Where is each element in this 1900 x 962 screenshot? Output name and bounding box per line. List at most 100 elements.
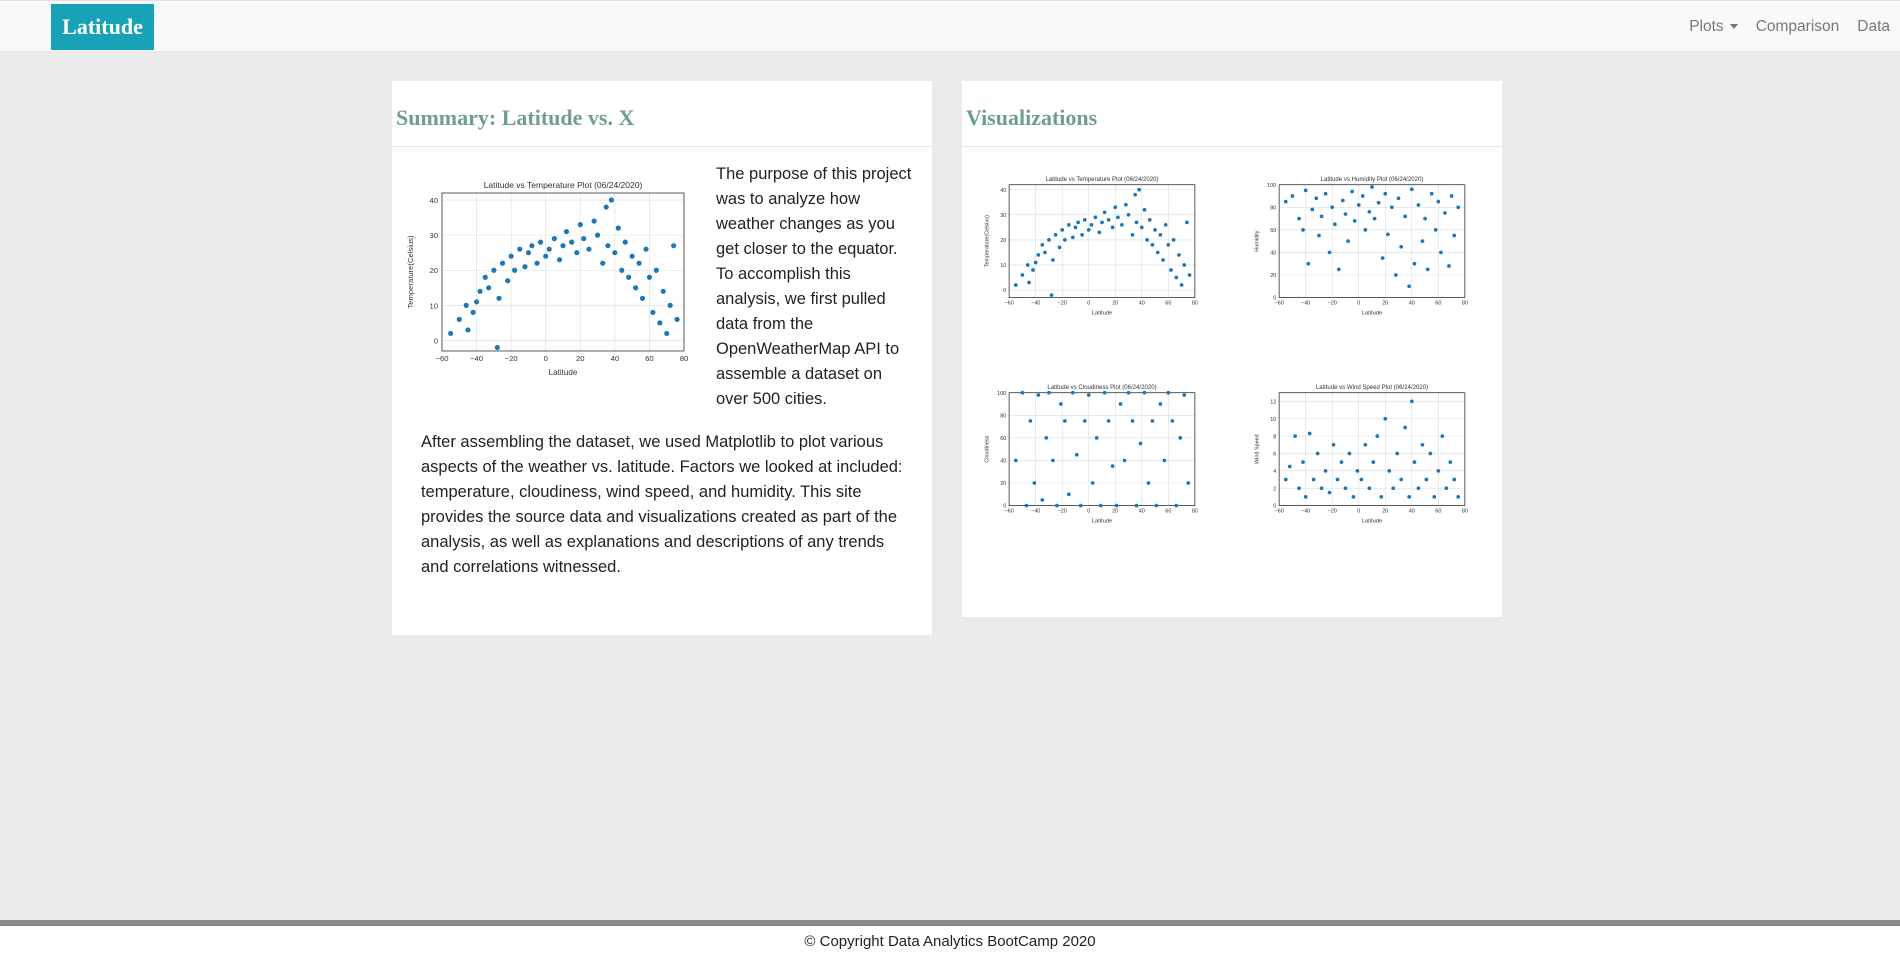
x-tick-label: 20 <box>576 354 585 363</box>
x-tick-label: 0 <box>1357 301 1360 307</box>
data-point <box>1142 390 1147 395</box>
navbar: Latitude Plots Comparison Data <box>0 0 1900 51</box>
data-point <box>522 264 528 270</box>
y-tick-label: 0 <box>434 336 438 345</box>
data-point <box>1311 477 1316 482</box>
data-point <box>1420 239 1425 243</box>
x-tick-label: −20 <box>1328 301 1337 307</box>
data-point <box>664 330 670 337</box>
data-point <box>1399 244 1404 249</box>
data-point <box>1327 490 1332 495</box>
data-point <box>1306 261 1311 266</box>
data-point <box>1142 207 1147 212</box>
plot-frame <box>1008 392 1196 506</box>
x-tick-label: −60 <box>1275 509 1284 515</box>
data-point <box>1409 187 1414 192</box>
y-tick-label: 40 <box>1270 251 1276 257</box>
data-point <box>1047 238 1051 242</box>
chart-title: Latitude vs Temperature Plot (06/24/2020… <box>1045 177 1158 183</box>
data-point <box>1399 477 1404 482</box>
data-point <box>1155 250 1160 255</box>
cloudiness-thumbnail[interactable]: Latitude vs Cloudiness Plot (06/24/2020)… <box>982 377 1202 527</box>
data-point <box>1158 402 1163 406</box>
data-point <box>1145 238 1149 242</box>
data-point <box>1376 200 1381 205</box>
data-point <box>1352 218 1357 223</box>
data-point <box>1394 273 1398 277</box>
data-point <box>1336 267 1341 272</box>
data-point <box>486 285 492 291</box>
x-tick-label: 20 <box>1382 509 1388 515</box>
data-point <box>1138 441 1143 446</box>
data-point <box>448 330 454 337</box>
data-point <box>1390 205 1394 210</box>
data-point <box>1443 211 1447 215</box>
data-point <box>1166 243 1171 247</box>
data-point <box>1070 390 1075 395</box>
data-point <box>1387 468 1392 473</box>
data-point <box>1367 486 1372 491</box>
data-point <box>1409 399 1414 404</box>
data-point <box>1013 458 1018 463</box>
x-tick-label: −60 <box>1005 301 1014 307</box>
data-point <box>1020 273 1025 277</box>
x-tick-label: 0 <box>1087 301 1090 307</box>
nav-data-link[interactable]: Data <box>1857 17 1890 35</box>
data-point <box>546 246 552 252</box>
data-point <box>615 225 621 231</box>
data-point <box>1375 434 1380 438</box>
data-point <box>496 295 502 301</box>
data-point <box>1137 187 1141 192</box>
data-point <box>1323 191 1328 196</box>
data-point <box>1359 477 1364 482</box>
data-point <box>600 260 606 266</box>
brand-logo[interactable]: Latitude <box>51 4 154 50</box>
data-point <box>1436 468 1441 473</box>
data-point <box>1171 238 1176 242</box>
data-point <box>1439 250 1443 255</box>
data-point <box>646 274 653 280</box>
nav-links: Plots Comparison Data <box>1671 1 1890 52</box>
temperature-thumbnail[interactable]: Latitude vs Temperature Plot (06/24/2020… <box>982 169 1202 319</box>
data-point <box>1456 495 1461 499</box>
data-point <box>1066 492 1071 497</box>
x-tick-label: −20 <box>1058 301 1067 307</box>
humidity-thumbnail[interactable]: Latitude vs Humidity Plot (06/24/2020) −6… <box>1252 169 1472 319</box>
data-point <box>1036 393 1041 397</box>
data-point <box>657 320 663 326</box>
data-point <box>1130 233 1135 237</box>
data-point <box>660 288 666 294</box>
data-point <box>1303 188 1308 193</box>
nav-comparison-link[interactable]: Comparison <box>1755 17 1840 35</box>
data-point <box>1053 233 1058 237</box>
y-tick-label: 60 <box>1270 228 1276 234</box>
chart-title: Latitude vs Cloudiness Plot (06/24/2020) <box>1047 385 1156 391</box>
y-tick-label: 8 <box>1273 434 1276 440</box>
plot-frame <box>1278 184 1466 298</box>
y-tick-label: 0 <box>1003 504 1006 510</box>
x-tick-label: −60 <box>436 354 449 363</box>
data-point <box>1407 284 1411 289</box>
data-point <box>1448 460 1453 465</box>
data-point <box>1126 212 1131 217</box>
data-point <box>1383 191 1388 196</box>
data-point <box>1139 225 1144 230</box>
data-point <box>1070 235 1075 240</box>
x-tick-label: 80 <box>1192 509 1198 515</box>
data-point <box>1310 207 1315 212</box>
x-tick-label: 0 <box>1357 509 1360 515</box>
visualizations-panel: Visualizations Latitude vs Temperature P… <box>962 81 1502 617</box>
y-tick-label: 20 <box>1000 238 1006 244</box>
y-tick-label: 12 <box>1270 400 1276 406</box>
x-tick-label: 40 <box>1409 301 1415 307</box>
data-point <box>1283 199 1288 204</box>
data-point <box>1396 196 1401 201</box>
data-point <box>543 253 549 259</box>
data-point <box>1033 260 1038 265</box>
y-tick-label: 10 <box>1000 263 1006 269</box>
nav-plots-dropdown[interactable]: Plots <box>1689 18 1738 36</box>
wind-speed-thumbnail[interactable]: Latitude vs Wind Speed Plot (06/24/2020)… <box>1252 377 1472 527</box>
data-point <box>1456 205 1461 210</box>
y-tick-label: 60 <box>1000 436 1006 442</box>
x-tick-label: 80 <box>1192 301 1198 307</box>
